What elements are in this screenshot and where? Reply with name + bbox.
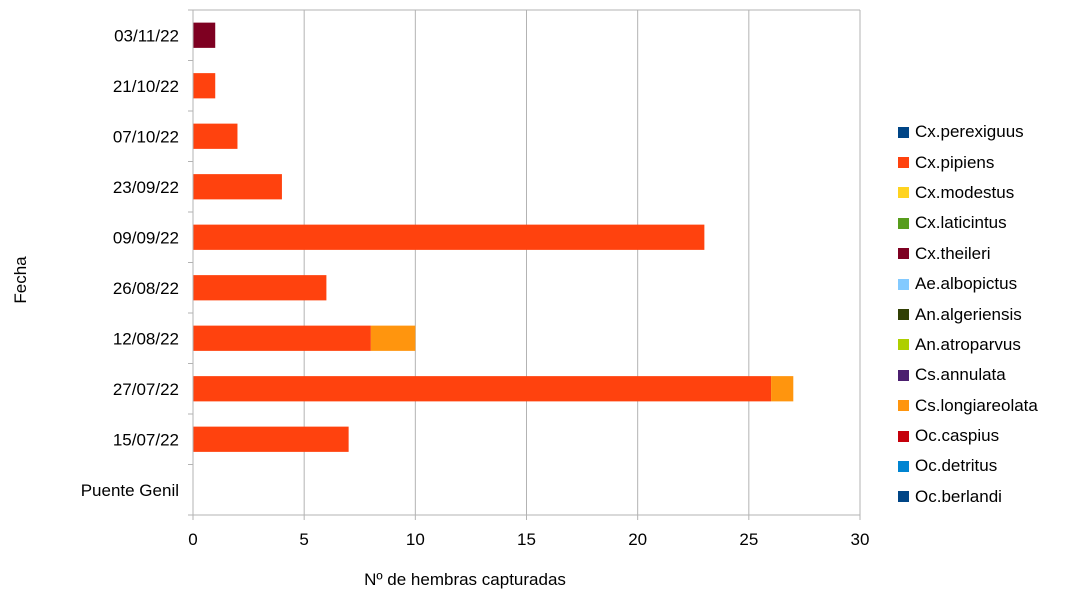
bar-segment [193, 325, 371, 351]
y-tick-label: 21/10/22 [113, 77, 179, 96]
legend-swatch [898, 491, 909, 503]
legend-swatch [898, 400, 909, 412]
legend-label: An.algeriensis [915, 304, 1022, 324]
legend-item: Cs.longiareolata [898, 391, 1038, 421]
legend-label: Cs.annulata [915, 365, 1006, 385]
bar-segment [193, 275, 327, 301]
y-tick-label: 27/07/22 [113, 380, 179, 399]
x-tick-label: 0 [188, 530, 197, 549]
bar-segment [771, 376, 794, 402]
y-tick-label: 26/08/22 [113, 279, 179, 298]
x-tick-label: 25 [739, 530, 758, 549]
legend-item: Cx.pipiens [898, 147, 1038, 177]
legend-swatch [898, 278, 909, 290]
legend-item: Cx.laticintus [898, 208, 1038, 238]
legend-item: An.atroparvus [898, 330, 1038, 360]
y-tick-label: Puente Genil [81, 481, 179, 500]
legend-label: Cx.theileri [915, 243, 991, 263]
legend: Cx.perexiguus Cx.pipiens Cx.modestus Cx.lat… [898, 117, 1038, 512]
bar-segment [193, 22, 216, 48]
y-tick-label: 03/11/22 [114, 26, 179, 45]
bar-segment [193, 426, 349, 452]
grid-lines [303, 10, 861, 515]
legend-label: Ae.albopictus [915, 274, 1018, 294]
legend-item: Cs.annulata [898, 360, 1038, 390]
legend-label: An.atroparvus [915, 334, 1021, 354]
y-tick-label: 07/10/22 [113, 127, 179, 146]
axes [188, 9, 861, 520]
x-axis-title: Nº de hembras capturadas [364, 570, 566, 589]
legend-item: Oc.berlandi [898, 482, 1038, 512]
legend-item: Ae.albopictus [898, 269, 1038, 299]
legend-swatch [898, 217, 909, 229]
legend-label: Oc.caspius [915, 426, 1000, 446]
legend-label: Cx.pipiens [915, 152, 995, 172]
y-tick-label: 12/08/22 [113, 329, 179, 348]
x-tick-labels: 0 5 10 15 20 25 30 [188, 530, 869, 549]
legend-swatch [898, 187, 909, 199]
legend-swatch [898, 460, 909, 472]
bar-segment [193, 73, 216, 99]
bar-segment [193, 224, 705, 250]
bar-segment [193, 376, 772, 402]
legend-label: Cx.laticintus [915, 213, 1007, 233]
bar-segment [370, 325, 416, 351]
bars [193, 22, 794, 452]
x-tick-label: 30 [851, 530, 870, 549]
y-tick-labels: Puente Genil 15/07/22 27/07/22 12/08/22 26/0… [81, 26, 179, 500]
legend-item: Cx.perexiguus [898, 117, 1038, 147]
bar-segment [193, 174, 282, 200]
legend-item: Cx.theileri [898, 239, 1038, 269]
legend-label: Cx.modestus [915, 182, 1015, 202]
legend-label: Cs.longiareolata [915, 395, 1038, 415]
y-tick-label: 09/09/22 [113, 228, 179, 247]
x-tick-label: 20 [628, 530, 647, 549]
legend-label: Cx.perexiguus [915, 122, 1024, 142]
legend-item: Cx.modestus [898, 178, 1038, 208]
legend-item: Oc.caspius [898, 421, 1038, 451]
legend-label: Oc.detritus [915, 456, 998, 476]
legend-swatch [898, 309, 909, 321]
x-tick-label: 5 [299, 530, 308, 549]
x-tick-label: 10 [406, 530, 425, 549]
y-axis-title: Fecha [11, 256, 30, 304]
legend-label: Oc.berlandi [915, 486, 1002, 506]
bar-segment [193, 123, 238, 149]
legend-swatch [898, 430, 909, 442]
legend-swatch [898, 248, 909, 260]
legend-swatch [898, 126, 909, 138]
y-tick-label: 23/09/22 [113, 178, 179, 197]
legend-item: Oc.detritus [898, 451, 1038, 481]
legend-swatch [898, 157, 909, 169]
legend-swatch [898, 369, 909, 381]
legend-swatch [898, 339, 909, 351]
y-tick-label: 15/07/22 [113, 430, 179, 449]
x-tick-label: 15 [517, 530, 536, 549]
legend-item: An.algeriensis [898, 299, 1038, 329]
